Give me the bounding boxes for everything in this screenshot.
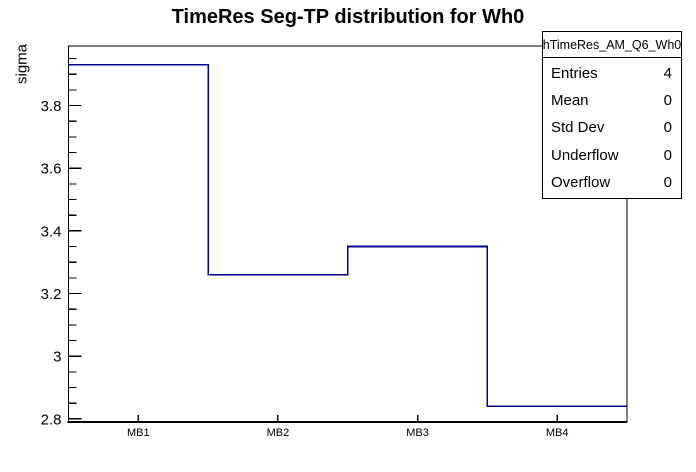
stats-value: 0 <box>663 146 672 164</box>
stats-row-stddev: Std Dev 0 <box>543 120 681 135</box>
stats-label: Overflow <box>551 173 611 191</box>
y-tick-label: 3.6 <box>41 161 62 178</box>
stats-box-title: hTimeRes_AM_Q6_Wh0 <box>543 32 681 58</box>
stats-rows: Entries 4 Mean 0 Std Dev 0 Underflow 0 O… <box>543 58 681 198</box>
stats-label: Underflow <box>551 146 619 164</box>
x-bin-label: MB2 <box>267 427 290 439</box>
x-bin-label: MB1 <box>127 427 150 439</box>
y-tick-label: 3.8 <box>41 98 62 115</box>
stats-row-entries: Entries 4 <box>543 66 681 81</box>
stats-box: hTimeRes_AM_Q6_Wh0 Entries 4 Mean 0 Std … <box>542 31 682 199</box>
chart-title: TimeRes Seg-TP distribution for Wh0 <box>171 6 525 28</box>
stats-label: Mean <box>551 92 589 110</box>
y-tick-label: 3 <box>53 349 61 366</box>
stats-row-underflow: Underflow 0 <box>543 148 681 163</box>
y-tick-label: 2.8 <box>41 411 62 428</box>
x-bin-label: MB3 <box>406 427 429 439</box>
x-bin-label: MB4 <box>546 427 569 439</box>
stats-value: 0 <box>663 119 672 137</box>
stats-label: Entries <box>551 65 598 83</box>
stats-value: 0 <box>663 92 672 110</box>
y-tick-label: 3.4 <box>41 223 62 240</box>
stats-row-overflow: Overflow 0 <box>543 175 681 190</box>
y-tick-label: 3.2 <box>41 286 62 303</box>
stats-row-mean: Mean 0 <box>543 93 681 108</box>
stats-value: 4 <box>663 65 672 83</box>
stats-value: 0 <box>663 173 672 191</box>
histogram-line <box>68 64 627 408</box>
stats-label: Std Dev <box>551 119 605 137</box>
